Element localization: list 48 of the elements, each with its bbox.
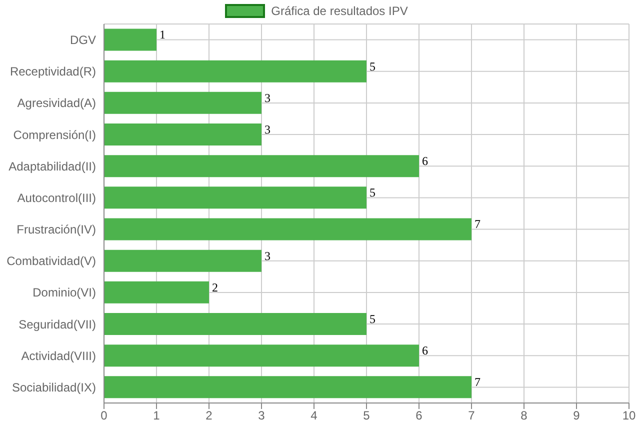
data-label: 3 [264, 90, 270, 105]
x-tick-label: 0 [100, 408, 108, 423]
x-tick-label: 6 [416, 408, 423, 423]
y-tick-label: Sociabilidad(IX) [12, 380, 96, 394]
x-tick-label: 4 [310, 408, 318, 423]
bar [104, 155, 419, 178]
bar [104, 60, 366, 82]
bar [104, 376, 472, 398]
data-label: 1 [160, 28, 166, 42]
data-label: 7 [474, 217, 480, 232]
data-label: 3 [264, 122, 270, 136]
y-tick-label: Receptividad(R) [10, 64, 96, 79]
y-tick-label: Combatividad(V) [6, 254, 96, 268]
data-label: 2 [212, 280, 218, 294]
data-label: 6 [422, 344, 428, 358]
bar [104, 123, 262, 146]
y-tick-label: DGV [70, 33, 96, 48]
data-label: 5 [370, 186, 376, 200]
data-label: 5 [370, 59, 376, 74]
data-label: 7 [474, 375, 480, 390]
legend-label: Gráfica de resultados IPV [270, 4, 408, 18]
x-tick-label: 1 [153, 408, 160, 423]
y-tick-label: Comprensión(I) [13, 128, 96, 142]
bar [104, 250, 262, 272]
y-tick-label: Actividad(VIII) [21, 348, 96, 363]
y-tick-label: Agresividad(A) [17, 96, 96, 110]
bar [104, 344, 419, 367]
bar [104, 218, 472, 240]
y-tick-label: Autocontrol(III) [17, 190, 96, 205]
bar [104, 281, 209, 304]
x-tick-label: 2 [206, 408, 213, 423]
y-tick-label: Dominio(VI) [32, 286, 96, 300]
bar [104, 92, 262, 114]
y-tick-label: Frustración(IV) [16, 222, 96, 237]
data-label: 5 [370, 312, 376, 326]
x-tick-label: 7 [468, 408, 476, 423]
x-tick-label: 8 [520, 408, 528, 423]
y-tick-label: Adaptabilidad(II) [8, 159, 96, 174]
x-tick-label: 5 [363, 408, 370, 423]
bar [104, 312, 366, 335]
x-tick-label: 10 [622, 408, 636, 423]
bar [104, 186, 366, 209]
y-tick-label: Seguridad(VII) [18, 317, 96, 332]
x-tick-label: 3 [258, 408, 266, 423]
x-tick-label: 9 [573, 408, 580, 423]
data-label: 3 [264, 248, 270, 263]
data-label: 6 [422, 154, 428, 168]
bar [104, 28, 156, 51]
